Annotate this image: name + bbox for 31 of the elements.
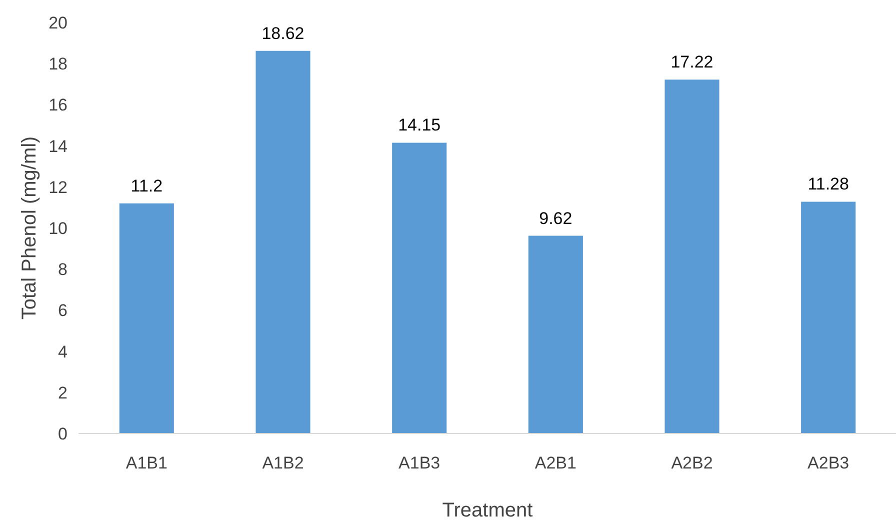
x-axis-title: Treatment xyxy=(442,500,534,522)
x-tick-label: A1B3 xyxy=(398,454,440,472)
y-tick-label: 8 xyxy=(58,260,68,280)
data-label: 18.62 xyxy=(262,24,304,43)
y-tick-label: 18 xyxy=(48,54,68,74)
x-tick-label: A1B1 xyxy=(126,454,168,472)
bar xyxy=(664,80,720,434)
data-label: 9.62 xyxy=(539,208,572,228)
data-label: 14.15 xyxy=(398,116,441,135)
x-tick-label: A2B2 xyxy=(671,454,713,472)
y-tick-label: 16 xyxy=(48,96,68,115)
data-label: 17.22 xyxy=(670,52,714,72)
bar xyxy=(256,50,310,434)
y-tick-label: 20 xyxy=(48,14,68,32)
y-tick-label: 6 xyxy=(58,301,68,320)
bar xyxy=(528,236,583,434)
y-tick-label: 0 xyxy=(58,424,68,444)
y-tick-label: 10 xyxy=(48,219,68,238)
x-tick-label: A2B3 xyxy=(808,454,850,472)
y-tick-label: 2 xyxy=(58,383,68,402)
bar xyxy=(801,202,856,434)
x-tick-label: A2B1 xyxy=(534,454,576,472)
bar xyxy=(392,142,447,434)
y-tick-label: 4 xyxy=(58,342,68,362)
y-tick-label: 14 xyxy=(48,136,68,156)
data-label: 11.2 xyxy=(130,176,163,196)
y-tick-label: 12 xyxy=(48,178,68,197)
bar xyxy=(119,203,174,434)
y-axis-title: Total Phenol (mg/ml) xyxy=(18,136,41,320)
x-tick-label: A1B2 xyxy=(262,454,304,472)
data-label: 11.28 xyxy=(808,174,849,194)
